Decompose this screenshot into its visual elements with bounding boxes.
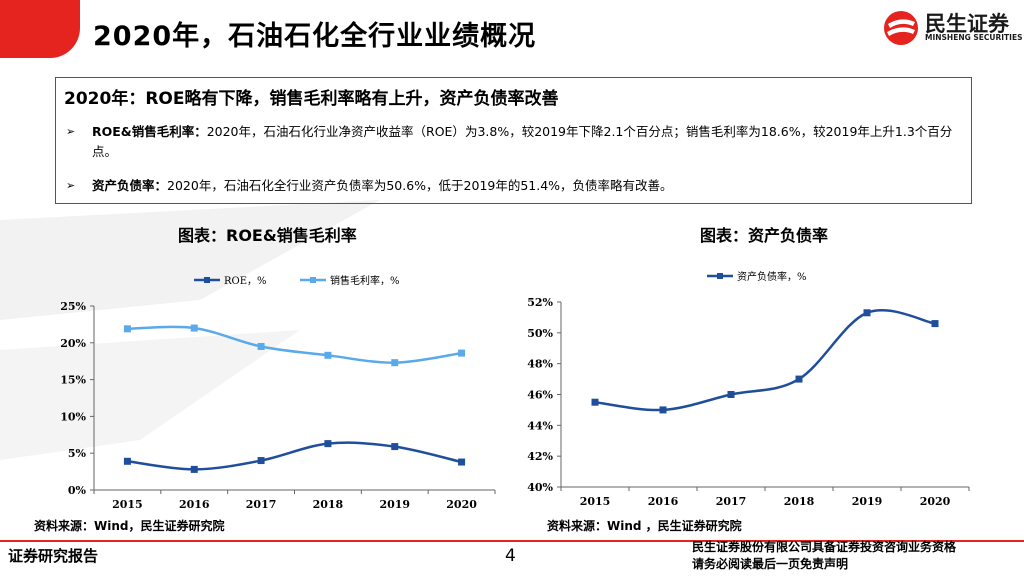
page-title: 2020年，石油石化全行业业绩概况 — [93, 21, 537, 52]
footer-disclaimer: 民生证券股份有限公司具备证券投资咨询业务资格 请务必阅读最后一页免责声明 — [692, 539, 956, 573]
x-tick-label: 2020 — [446, 498, 477, 511]
y-tick-label: 5% — [68, 447, 87, 460]
legend-marker — [717, 273, 723, 279]
y-tick-label: 20% — [60, 337, 86, 350]
data-point — [391, 443, 399, 451]
y-tick-label: 46% — [527, 389, 553, 402]
data-point — [458, 458, 466, 466]
summary-box: 2020年：ROE略有下降，销售毛利率略有上升，资产负债率改善 ➢ ROE&销售… — [55, 77, 972, 204]
logo-text-en: MINSHENG SECURITIES — [925, 33, 1023, 42]
data-point — [190, 465, 198, 473]
legend-marker — [310, 277, 316, 283]
data-point — [190, 324, 198, 332]
arrow-bullet-icon: ➢ — [66, 125, 76, 138]
y-tick-label: 48% — [527, 358, 553, 371]
legend-marker — [204, 277, 210, 283]
y-tick-label: 15% — [60, 374, 86, 387]
x-tick-label: 2017 — [716, 495, 747, 508]
bullet-key: ROE&销售毛利率： — [92, 124, 207, 139]
data-point — [458, 349, 466, 357]
source-note-right: 资料来源：Wind ，民生证券研究院 — [547, 519, 742, 533]
series-line — [127, 325, 462, 364]
x-tick-label: 2016 — [648, 495, 679, 508]
arrow-bullet-icon: ➢ — [66, 179, 76, 192]
data-point — [257, 342, 265, 350]
series-line — [594, 308, 936, 412]
data-point — [931, 320, 939, 328]
x-tick-label: 2017 — [246, 498, 277, 511]
minsheng-logo-icon — [884, 11, 918, 45]
data-point — [863, 309, 871, 317]
legend-label: 资产负债率，% — [737, 270, 807, 283]
data-point — [123, 457, 131, 465]
footer-disclaimer-line2: 请务必阅读最后一页免责声明 — [692, 557, 849, 571]
x-tick-label: 2016 — [179, 498, 210, 511]
data-point — [591, 398, 599, 406]
data-point — [123, 325, 131, 333]
data-point — [324, 351, 332, 359]
x-tick-label: 2015 — [580, 495, 611, 508]
chart-debt-ratio: 40% 42% 44% 46% 48% 50% 52% 2015 2016 2017 2018 201… — [527, 270, 970, 508]
watermark-graphic — [0, 200, 380, 460]
x-tick-label: 2015 — [112, 498, 143, 511]
y-tick-label: 10% — [60, 410, 86, 423]
data-point — [391, 359, 399, 367]
x-tick-label: 2020 — [920, 495, 951, 508]
x-tick-label: 2018 — [784, 495, 815, 508]
legend-label: ROE，% — [224, 276, 267, 287]
source-note-left: 资料来源：Wind，民生证券研究院 — [34, 519, 225, 533]
y-tick-label: 52% — [527, 296, 553, 309]
footer-disclaimer-line1: 民生证券股份有限公司具备证券投资咨询业务资格 — [692, 540, 957, 554]
x-tick-label: 2018 — [313, 498, 344, 511]
bullet-roe: ➢ ROE&销售毛利率：2020年，石油石化行业净资产收益率（ROE）为3.8%… — [66, 122, 956, 162]
bullet-text: 2020年，石油石化全行业资产负债率为50.6%，低于2019年的51.4%，负… — [167, 178, 673, 193]
data-point — [324, 440, 332, 448]
logo-text-cn: 民生证券 — [925, 12, 1009, 36]
data-point — [659, 406, 667, 414]
bullet-key: 资产负债率： — [92, 178, 168, 193]
data-point — [257, 457, 265, 465]
footer-label: 证券研究报告 — [8, 547, 99, 565]
y-tick-label: 40% — [527, 481, 553, 494]
summary-headline: 2020年：ROE略有下降，销售毛利率略有上升，资产负债率改善 — [64, 89, 559, 109]
y-tick-label: 25% — [60, 300, 86, 313]
chart-title-roe: 图表：ROE&销售毛利率 — [178, 226, 357, 245]
y-tick-label: 44% — [527, 419, 553, 432]
title-accent-bar — [0, 0, 80, 58]
x-tick-label: 2019 — [379, 498, 410, 511]
y-tick-label: 42% — [527, 450, 553, 463]
series-line — [127, 441, 462, 471]
y-tick-label: 50% — [527, 327, 553, 340]
page-number: 4 — [505, 546, 516, 566]
bullet-text: 2020年，石油石化行业净资产收益率（ROE）为3.8%，较2019年下降2.1… — [92, 124, 953, 159]
data-point — [727, 391, 735, 398]
chart-title-debt: 图表：资产负债率 — [700, 226, 829, 245]
legend-label: 销售毛利率，% — [330, 274, 400, 287]
footer-divider — [0, 540, 1024, 542]
data-point — [795, 375, 803, 383]
x-tick-label: 2019 — [852, 495, 883, 508]
y-tick-label: 0% — [68, 484, 87, 497]
chart-roe-margin: 0% 5% 10% 15% 20% 25% 2015 2016 2017 2018 2019 2020… — [60, 274, 496, 511]
bullet-debt: ➢ 资产负债率：2020年，石油石化全行业资产负债率为50.6%，低于2019年… — [66, 176, 956, 196]
